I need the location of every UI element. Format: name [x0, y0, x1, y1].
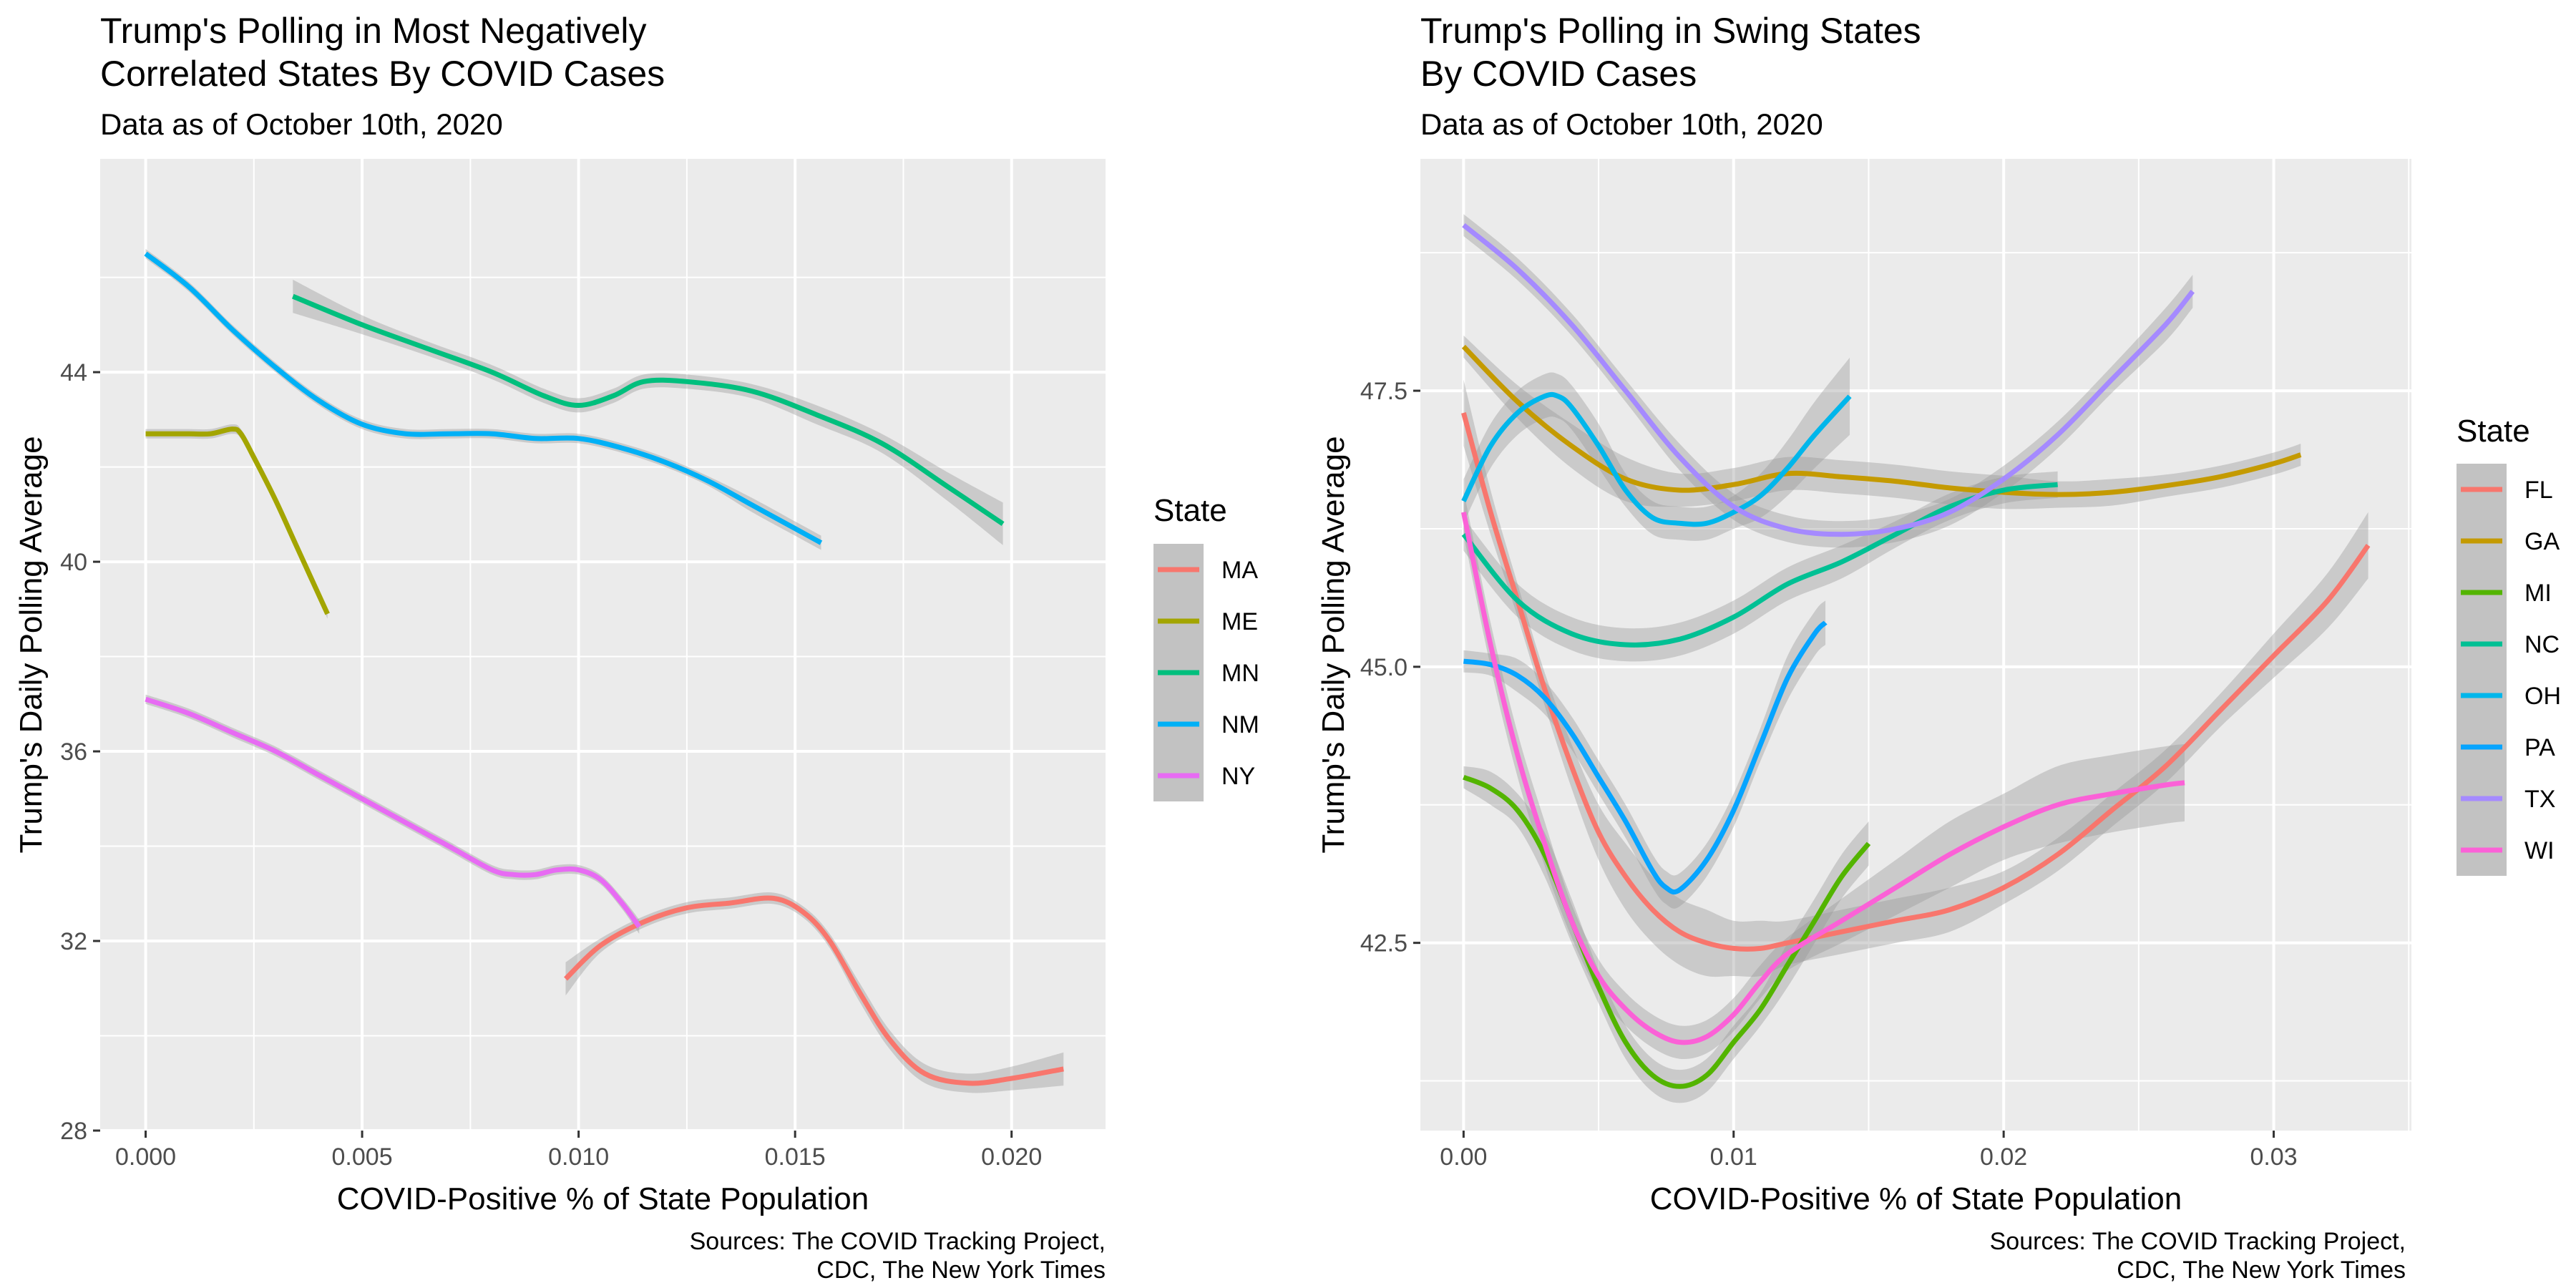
- confidence-band-nc: [1463, 471, 2058, 662]
- y-tick-label: 45.0: [1360, 654, 1407, 681]
- legend-item-me: ME: [1153, 595, 1258, 647]
- chart-title-line-2: Correlated States By COVID Cases: [100, 54, 665, 94]
- series-line-tx: [1462, 223, 2195, 537]
- legend-title: State: [2457, 414, 2530, 449]
- legend: State MA ME MN NM NY: [1153, 493, 1259, 801]
- legend-item-mn: MN: [1153, 647, 1259, 698]
- chart-title-line-2: By COVID Cases: [1420, 54, 1697, 94]
- caption-line-2: CDC, The New York Times: [2117, 1257, 2406, 1284]
- confidence-band-ma: [565, 892, 1064, 1093]
- y-tick-label: 42.5: [1360, 930, 1407, 957]
- legend-label-tx: TX: [2524, 786, 2555, 813]
- y-tick-label: 28: [60, 1118, 87, 1145]
- legend-item-mi: MI: [2457, 567, 2552, 618]
- series-lines: [144, 251, 1064, 1086]
- y-tick-label: 40: [60, 549, 87, 576]
- confidence-band-oh: [1463, 357, 1850, 541]
- caption: Sources: The COVID Tracking Project,CDC,…: [690, 1228, 1106, 1284]
- y-tick-label: 47.5: [1360, 378, 1407, 405]
- legend-item-nc: NC: [2457, 618, 2560, 670]
- chart-title-line-1: Trump's Polling in Most Negatively: [100, 11, 647, 51]
- legend-label-wi: WI: [2524, 837, 2555, 864]
- caption-line-2: CDC, The New York Times: [816, 1257, 1106, 1284]
- confidence-band-wi: [1463, 490, 2185, 1060]
- x-tick-label: 0.020: [981, 1143, 1042, 1171]
- plot-background: [100, 159, 1106, 1131]
- legend-item-ma: MA: [1153, 544, 1258, 595]
- caption: Sources: The COVID Tracking Project,CDC,…: [1990, 1228, 2406, 1284]
- legend-item-oh: OH: [2457, 670, 2561, 721]
- series-line-pa: [1463, 620, 1828, 895]
- legend-label-mi: MI: [2524, 580, 2552, 607]
- x-tick-label: 0.02: [1980, 1143, 2027, 1171]
- confidence-band-tx: [1463, 214, 2193, 548]
- legend-label-mn: MN: [1221, 660, 1259, 687]
- series-line-me: [145, 426, 330, 615]
- legend-item-ny: NY: [1153, 750, 1255, 801]
- legend-item-pa: PA: [2457, 721, 2555, 773]
- legend-label-nc: NC: [2524, 631, 2560, 658]
- legend-label-ma: MA: [1221, 557, 1258, 584]
- x-tick-label: 0.005: [332, 1143, 393, 1171]
- caption-line-1: Sources: The COVID Tracking Project,: [690, 1228, 1106, 1255]
- caption-line-1: Sources: The COVID Tracking Project,: [1990, 1228, 2406, 1255]
- legend-label-pa: PA: [2524, 734, 2555, 761]
- legend-item-fl: FL: [2457, 464, 2553, 515]
- y-axis-title: Trump's Daily Polling Average: [1316, 436, 1351, 853]
- legend-item-tx: TX: [2457, 773, 2555, 824]
- x-tick-label: 0.010: [548, 1143, 609, 1171]
- confidence-band-pa: [1463, 600, 1826, 909]
- y-tick-label: 44: [60, 359, 87, 386]
- legend-label-ga: GA: [2524, 528, 2560, 555]
- x-tick-label: 0.00: [1440, 1143, 1487, 1171]
- series-line-wi: [1460, 512, 2185, 1045]
- x-tick-label: 0.015: [765, 1143, 826, 1171]
- legend-label-nm: NM: [1221, 711, 1259, 738]
- x-axis-title: COVID-Positive % of State Population: [1650, 1181, 2182, 1216]
- x-tick-label: 0.03: [2250, 1143, 2297, 1171]
- legend-label-ny: NY: [1221, 763, 1255, 790]
- confidence-band-ga: [1463, 335, 2301, 509]
- legend: State FL GA MI NC OH PA TX WI: [2457, 414, 2561, 876]
- y-tick-label: 36: [60, 738, 87, 766]
- plot-background: [1420, 159, 2411, 1131]
- legend-item-nm: NM: [1153, 698, 1259, 750]
- legend-item-wi: WI: [2457, 824, 2555, 876]
- chart-subtitle: Data as of October 10th, 2020: [100, 107, 503, 141]
- x-tick-label: 0.01: [1710, 1143, 1757, 1171]
- series-line-nm: [144, 251, 823, 545]
- y-axis-title: Trump's Daily Polling Average: [14, 436, 49, 853]
- series-line-ny: [145, 696, 642, 929]
- chart-title-line-1: Trump's Polling in Swing States: [1420, 11, 1921, 51]
- chart-title: Trump's Polling in Most NegativelyCorrel…: [100, 11, 665, 94]
- legend-item-ga: GA: [2457, 515, 2560, 567]
- chart-panel-1: Trump's Polling in Most NegativelyCorrel…: [14, 11, 1259, 1284]
- series-line-mn: [291, 293, 1005, 526]
- series-line-ma: [564, 895, 1064, 1086]
- series-line-oh: [1461, 391, 1852, 527]
- chart-subtitle: Data as of October 10th, 2020: [1420, 107, 1823, 141]
- legend-title: State: [1153, 493, 1227, 528]
- series-lines: [1460, 223, 2371, 1089]
- legend-label-fl: FL: [2524, 477, 2553, 504]
- x-axis-title: COVID-Positive % of State Population: [337, 1181, 869, 1216]
- x-tick-label: 0.000: [115, 1143, 176, 1171]
- series-line-ga: [1461, 344, 2302, 497]
- legend-label-oh: OH: [2524, 683, 2561, 710]
- series-line-nc: [1461, 482, 2058, 648]
- y-tick-label: 32: [60, 928, 87, 955]
- legend-label-me: ME: [1221, 608, 1258, 635]
- confidence-bands: [1463, 214, 2368, 1103]
